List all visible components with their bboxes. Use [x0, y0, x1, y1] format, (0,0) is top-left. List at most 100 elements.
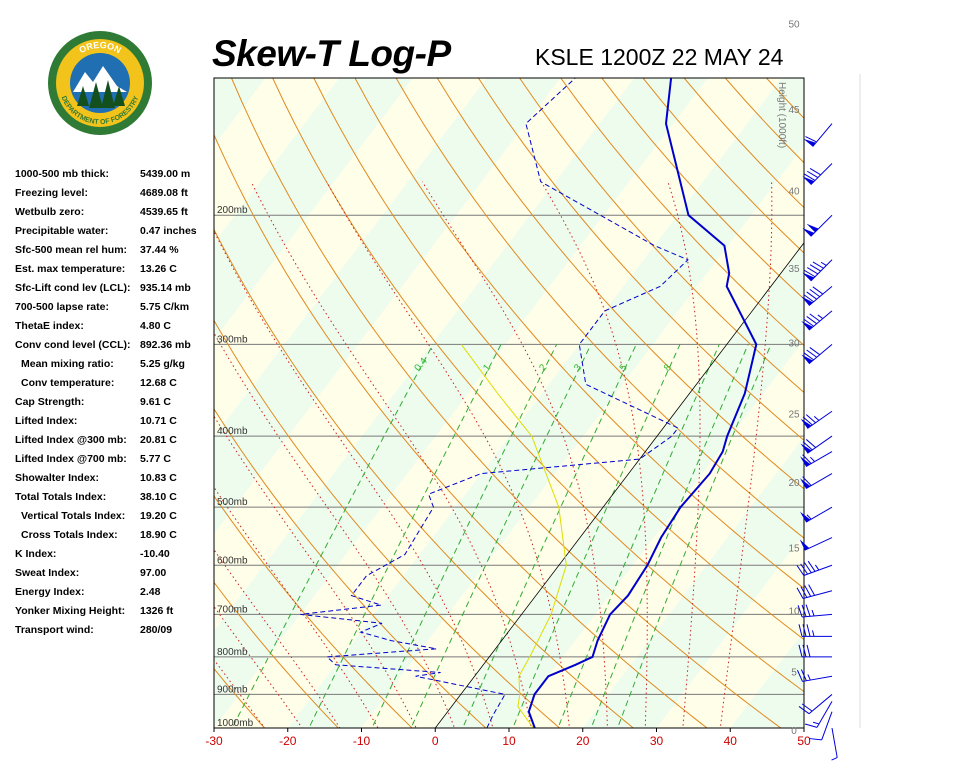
dry-adiabat: [214, 133, 708, 728]
index-value: 2.48: [140, 586, 161, 598]
barb-full: [804, 173, 816, 181]
dry-adiabat: [214, 408, 487, 728]
index-row: Precipitable water: 0.47 inches: [15, 225, 215, 244]
index-label: Cross Totals Index:: [21, 529, 118, 541]
x-tick-label: 10: [502, 734, 516, 748]
moist-adiabat: [214, 548, 341, 728]
barb-full: [803, 294, 814, 303]
index-label: Lifted Index @700 mb:: [15, 453, 127, 465]
barb-staff: [802, 675, 833, 682]
height-tick-label: 5: [791, 667, 797, 678]
x-tick-label: 40: [724, 734, 738, 748]
x-tick-label: 50: [797, 734, 811, 748]
index-value: 892.36 mb: [140, 339, 191, 351]
index-value: 97.00: [140, 567, 167, 579]
barb-full: [812, 286, 824, 295]
barb-half: [812, 630, 815, 637]
index-row: Conv cond level (CCL): 892.36 mb: [15, 339, 215, 358]
index-row: K Index: -10.40: [15, 548, 215, 567]
barb-pennant: [801, 354, 813, 364]
barb-pennant: [800, 443, 812, 454]
dry-adiabat: [477, 78, 804, 441]
plot-area: [0, 0, 804, 744]
barb-full: [806, 349, 817, 358]
moist-adiabat: [421, 181, 608, 728]
index-row: Est. max temperature: 13.26 C: [15, 263, 215, 282]
barb-staff: [831, 727, 838, 758]
barb-pennant: [800, 418, 812, 429]
mixing-ratio-label: 3: [572, 362, 584, 374]
barb-pennant: [800, 456, 811, 467]
dry-adiabat: [214, 495, 413, 728]
wind-barb: [796, 669, 833, 682]
barb-full: [809, 167, 821, 176]
moist-adiabat: [214, 415, 417, 728]
wind-barb: [798, 624, 832, 637]
moist-adiabat: [214, 658, 266, 728]
barb-full: [804, 585, 812, 597]
wind-barb: [796, 584, 833, 600]
barb-full: [812, 261, 824, 269]
index-label: Conv temperature:: [21, 377, 115, 389]
wind-barb: [799, 537, 833, 551]
barb-full: [806, 170, 819, 179]
index-row: Conv temperature: 12.68 C: [15, 377, 215, 396]
barb-half: [831, 757, 838, 761]
barb-full: [801, 604, 807, 617]
stability-indices-panel: 1000-500 mb thick: 5439.00 m Freezing leve…: [15, 168, 215, 643]
barb-staff: [808, 694, 833, 715]
temperature-trace: [527, 78, 758, 728]
index-label: Transport wind:: [15, 624, 94, 636]
barb-staff: [802, 613, 833, 618]
index-row: Energy Index: 2.48: [15, 586, 215, 605]
barb-full: [800, 669, 807, 681]
barb-full: [802, 644, 807, 658]
temperature-band: [0, 0, 182, 744]
index-label: Precipitable water:: [15, 225, 109, 237]
pressure-label: 800mb: [217, 647, 248, 658]
index-label: Yonker Mixing Height:: [15, 605, 126, 617]
dry-adiabat: [313, 78, 804, 641]
index-row: Sfc-Lift cond lev (LCL): 935.14 mb: [15, 282, 215, 301]
barb-full: [796, 669, 803, 682]
zero-isotherm: [434, 242, 804, 728]
index-label: Freezing level:: [15, 187, 88, 199]
index-value: 13.26 C: [140, 263, 177, 275]
pressure-label: 1000mb: [217, 718, 254, 729]
barb-half: [807, 674, 811, 681]
pressure-label: 700mb: [217, 604, 248, 615]
barb-staff: [810, 163, 833, 186]
index-label: Energy Index:: [15, 586, 85, 598]
index-value: 10.83 C: [140, 472, 177, 484]
barb-full: [802, 416, 813, 426]
dry-adiabat: [354, 78, 804, 589]
index-value: 0.47 inches: [140, 225, 197, 237]
mixing-ratio-line: [410, 344, 592, 728]
dry-adiabat: [518, 78, 804, 394]
barb-staff: [810, 214, 833, 237]
index-label: Sfc-500 mean rel hum:: [15, 244, 128, 256]
temperature-band: [656, 533, 804, 728]
mixing-ratio-line: [590, 344, 749, 728]
wind-barb: [801, 344, 833, 365]
index-value: 18.90 C: [140, 529, 177, 541]
mixing-ratio-line: [308, 344, 502, 728]
index-value: 935.14 mb: [140, 282, 191, 294]
moist-adiabat: [214, 486, 379, 728]
barb-full: [798, 624, 803, 637]
wind-barb: [831, 727, 838, 761]
barb-staff: [802, 590, 833, 600]
barb-half: [811, 609, 815, 617]
dry-adiabat: [214, 228, 635, 728]
barb-pennant: [800, 478, 811, 489]
dry-adiabat: [214, 667, 266, 728]
index-row: Vertical Totals Index: 19.20 C: [15, 510, 215, 529]
index-label: Cap Strength:: [15, 396, 85, 408]
dry-adiabat: [436, 78, 804, 490]
barb-full: [796, 564, 805, 576]
temperature-band: [508, 339, 804, 728]
index-row: 1000-500 mb thick: 5439.00 m: [15, 168, 215, 187]
index-row: 700-500 lapse rate: 5.75 C/km: [15, 301, 215, 320]
height-tick-label: 0: [791, 726, 797, 737]
x-tick-label: 0: [432, 734, 439, 748]
